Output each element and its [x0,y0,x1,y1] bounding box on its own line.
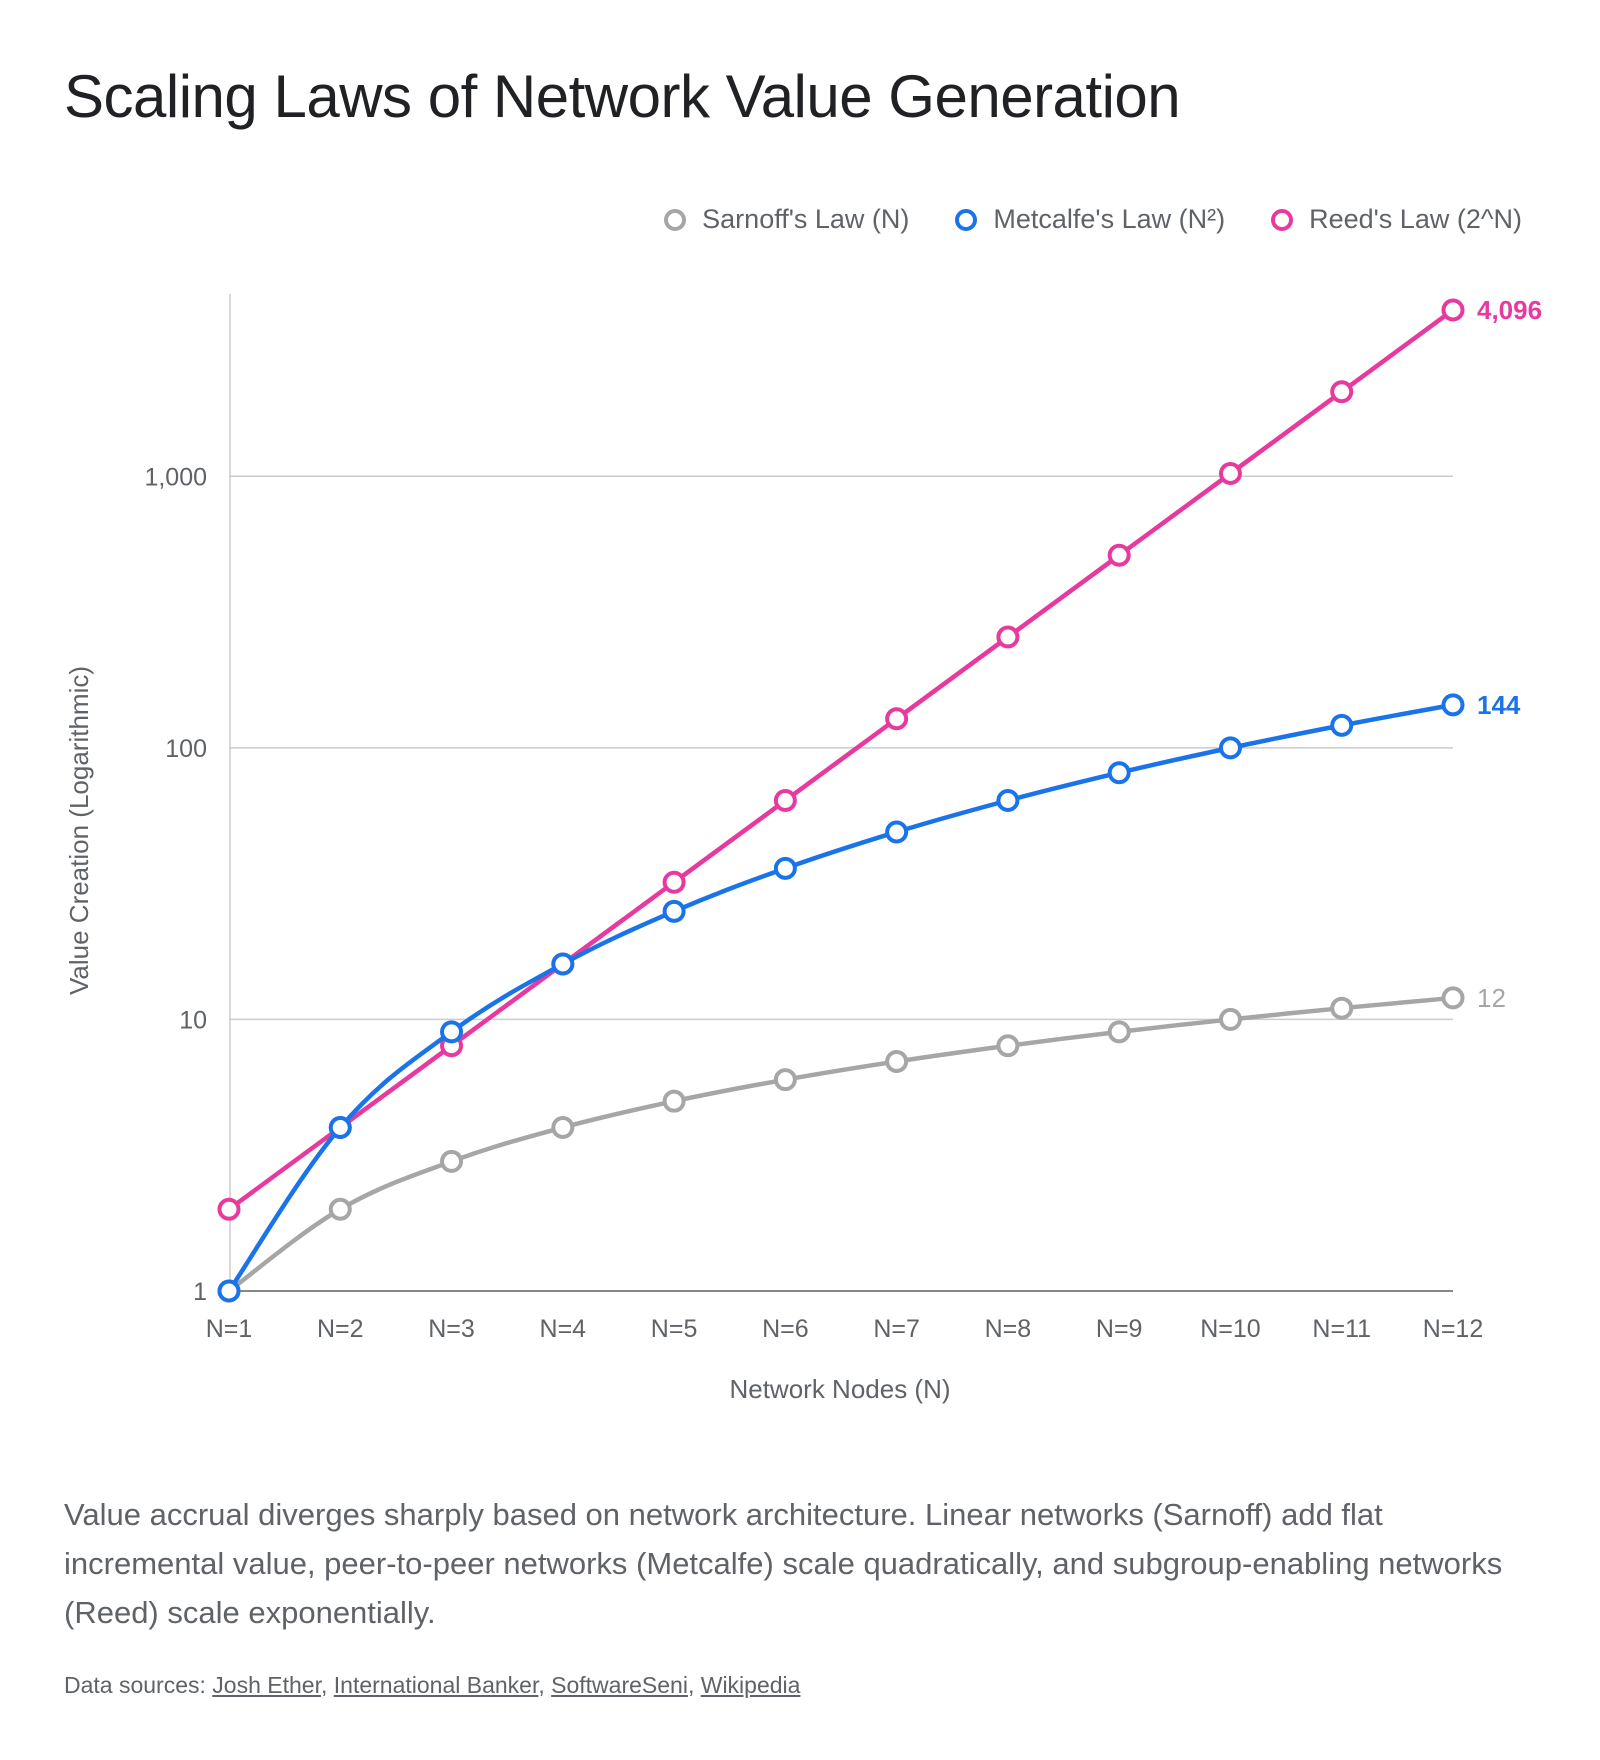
chart-caption: Value accrual diverges sharply based on … [64,1497,1503,1630]
sources-prefix: Data sources: [64,1672,206,1698]
source-link-international-banker[interactable]: International Banker [333,1672,539,1698]
legend-item-sarnoff[interactable]: Sarnoff's Law (N) [664,204,909,235]
x-tick-label: N=7 [873,1315,920,1343]
x-axis-title: Network Nodes (N) [729,1374,950,1404]
legend-label-sarnoff: Sarnoff's Law (N) [702,204,910,234]
data-point-sarnoff [440,1149,464,1173]
y-tick-label: 10 [179,1006,207,1034]
x-tick-label: N=3 [428,1315,475,1343]
data-point-reed [1441,298,1465,322]
data-point-metcalfe [551,952,575,976]
x-tick-label: N=8 [985,1315,1032,1343]
x-tick-label: N=10 [1200,1315,1260,1343]
x-tick-label: N=12 [1423,1315,1483,1343]
chart-title: Scaling Laws of Network Value Generation [64,63,1181,130]
data-point-metcalfe [1107,761,1131,785]
line-chart: 1 10 100 1,000 N=1 N=2 N=3 N=4 N=5 N=6 N=7 N=8 N=9 N=… [64,294,1542,1404]
legend-marker-sarnoff [664,208,687,231]
series-line-metcalfe [226,702,1456,1294]
y-axis-title: Value Creation (Logarithmic) [64,666,94,995]
data-point-sarnoff [1441,986,1465,1010]
data-point-metcalfe [1441,693,1465,717]
data-point-reed [773,789,797,812]
end-label-metcalfe: 144 [1477,690,1521,720]
y-tick-label: 1,000 [144,463,207,491]
data-point-reed [217,1197,241,1221]
data-point-metcalfe [1218,736,1242,760]
legend-marker-metcalfe [955,208,978,231]
data-point-sarnoff [551,1116,575,1139]
data-point-reed [1107,543,1131,567]
x-tick-label: N=11 [1312,1315,1371,1343]
data-point-sarnoff [1218,1007,1242,1031]
series-line-reed [226,307,1456,1212]
data-point-reed [1330,380,1354,404]
axis-layer: 1 10 100 1,000 N=1 N=2 N=3 N=4 N=5 N=6 N=7 N=8 N=9 N=… [64,294,1483,1404]
data-point-metcalfe [440,1020,464,1044]
legend-label-metcalfe: Metcalfe's Law (N²) [993,204,1226,234]
data-point-sarnoff [662,1089,686,1113]
source-link-wikipedia[interactable]: Wikipedia [700,1672,801,1698]
legend-label-reed: Reed's Law (2^N) [1309,204,1522,234]
label-layer: 12 4,096 144 [1477,295,1542,1013]
x-tick-label: N=4 [540,1315,587,1343]
end-label-reed: 4,096 [1477,295,1542,325]
end-label-sarnoff: 12 [1477,983,1506,1013]
data-point-sarnoff [885,1049,909,1073]
x-tick-label: N=6 [762,1315,809,1343]
data-point-reed [1218,462,1242,485]
data-point-metcalfe [1330,713,1354,737]
data-point-sarnoff [1107,1020,1131,1044]
y-tick-label: 100 [165,735,207,763]
source-link-josh-ether[interactable]: Josh Ether [212,1672,321,1698]
x-tick-label: N=1 [206,1315,253,1343]
data-point-reed [885,707,909,731]
data-point-sarnoff [1330,996,1354,1020]
legend-item-reed[interactable]: Reed's Law (2^N) [1271,204,1522,235]
data-point-sarnoff [328,1197,352,1221]
data-point-metcalfe [217,1279,241,1303]
data-point-reed [996,625,1020,649]
data-point-metcalfe [773,856,797,880]
data-point-metcalfe [328,1116,352,1139]
x-tick-label: N=9 [1096,1315,1143,1343]
grid-layer [229,475,1453,1292]
y-tick-label: 1 [193,1278,207,1306]
data-point-metcalfe [996,789,1020,812]
data-point-metcalfe [662,899,686,923]
data-point-sarnoff [996,1034,1020,1058]
legend-item-metcalfe[interactable]: Metcalfe's Law (N²) [955,204,1225,235]
x-tick-label: N=5 [651,1315,698,1343]
series-line-sarnoff [226,995,1456,1294]
data-point-metcalfe [885,820,909,844]
source-link-softwareseni[interactable]: SoftwareSeni [551,1672,688,1698]
data-point-sarnoff [773,1068,797,1092]
legend-marker-reed [1271,208,1294,231]
x-tick-label: N=2 [317,1315,364,1343]
series-layer [217,298,1465,1303]
data-sources: Data sources: Josh Ether, International … [64,1672,801,1698]
legend: Sarnoff's Law (N) Metcalfe's Law (N²) Re… [664,204,1522,235]
data-point-reed [662,870,686,894]
